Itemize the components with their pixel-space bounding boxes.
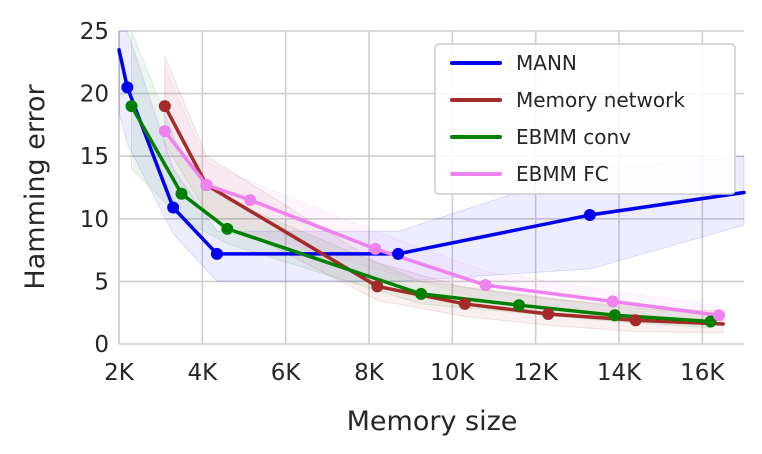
- ebmm-conv-point: [175, 187, 188, 200]
- ebmm-conv-point: [221, 222, 234, 235]
- x-tick-label: 12K: [513, 360, 558, 386]
- legend-label-ebmm-conv: EBMM conv: [516, 125, 631, 149]
- mann-point: [583, 209, 596, 222]
- memory-network-point: [542, 307, 555, 320]
- x-tick-label: 10K: [430, 360, 475, 386]
- series-markers: [121, 81, 725, 328]
- legend-label-mann: MANN: [516, 51, 577, 75]
- x-tick-label: 8K: [354, 360, 385, 386]
- ebmm-fc-point: [244, 194, 257, 207]
- ebmm-conv-point: [125, 100, 138, 113]
- ebmm-fc-point: [713, 309, 725, 322]
- ebmm-fc-point: [158, 125, 171, 138]
- x-tick-label: 6K: [271, 360, 302, 386]
- mann-point: [167, 201, 180, 214]
- legend-label-ebmm-fc: EBMM FC: [516, 162, 609, 186]
- mann-point: [392, 247, 405, 260]
- ebmm-fc-point: [200, 178, 213, 191]
- y-tick-label: 0: [94, 332, 109, 358]
- legend-label-memory-network: Memory network: [516, 88, 685, 112]
- x-tick-label: 14K: [597, 360, 642, 386]
- ebmm-conv-point: [608, 309, 621, 322]
- y-tick-label: 20: [80, 82, 109, 108]
- x-axis-ticks: 2K 4K 6K 8K 10K 12K 14K 16K: [104, 360, 725, 386]
- memory-network-point: [158, 100, 171, 113]
- x-tick-label: 4K: [187, 360, 218, 386]
- y-tick-label: 5: [94, 269, 109, 295]
- mann-point: [121, 81, 134, 94]
- memory-network-point: [458, 297, 471, 310]
- ebmm-conv-point: [415, 287, 428, 300]
- x-axis-title: Memory size: [347, 406, 518, 437]
- ebmm-conv-point: [513, 299, 525, 312]
- y-axis-ticks: 0 5 10 15 20 25: [80, 19, 109, 358]
- x-tick-label: 2K: [104, 360, 135, 386]
- x-tick-label: 16K: [680, 360, 725, 386]
- mann-point: [210, 247, 223, 260]
- legend: MANN Memory network EBMM conv EBMM FC: [434, 43, 736, 195]
- memory-network-point: [371, 280, 384, 293]
- y-axis-title: Hamming error: [20, 84, 51, 290]
- y-tick-label: 10: [80, 207, 109, 233]
- memory-network-point: [629, 314, 642, 327]
- legend-frame: [434, 43, 736, 195]
- y-tick-label: 25: [80, 19, 109, 45]
- y-tick-label: 15: [80, 144, 109, 170]
- ebmm-fc-point: [369, 242, 382, 255]
- ebmm-fc-point: [606, 295, 619, 308]
- ebmm-fc-point: [479, 279, 492, 292]
- ebmm-conv-point: [704, 315, 717, 328]
